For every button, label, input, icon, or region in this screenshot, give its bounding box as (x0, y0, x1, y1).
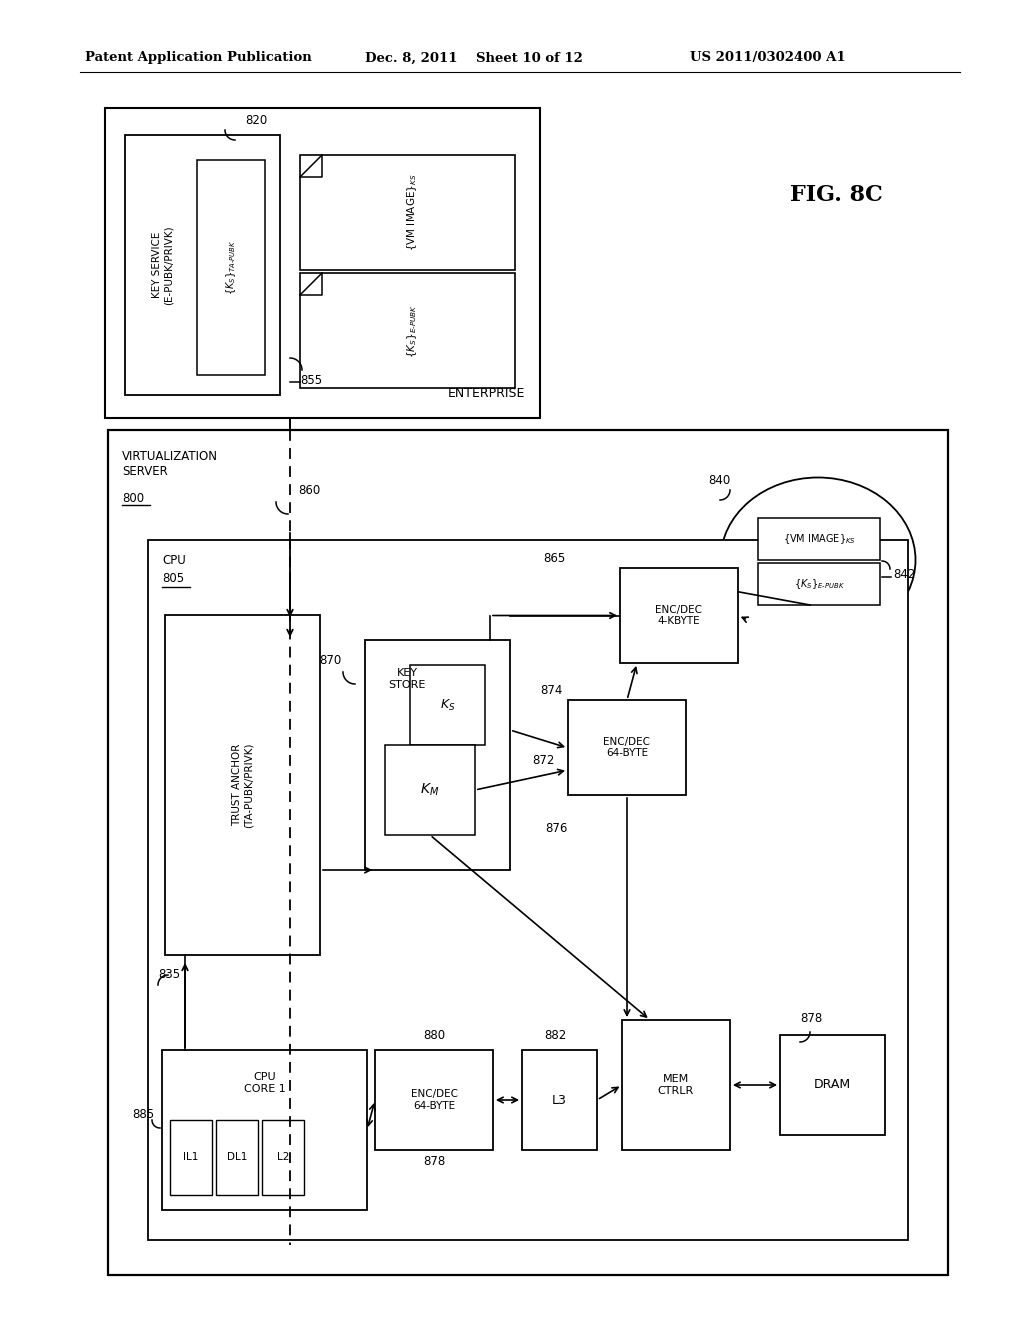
FancyBboxPatch shape (300, 273, 515, 388)
FancyBboxPatch shape (125, 135, 280, 395)
Text: 870: 870 (319, 653, 342, 667)
FancyBboxPatch shape (162, 1049, 367, 1210)
Ellipse shape (721, 478, 915, 643)
FancyBboxPatch shape (758, 564, 880, 605)
Text: US 2011/0302400 A1: US 2011/0302400 A1 (690, 51, 846, 65)
FancyBboxPatch shape (365, 640, 510, 870)
FancyBboxPatch shape (170, 1119, 212, 1195)
Text: $\{K_S\}_{E\text{-}PUBK}$: $\{K_S\}_{E\text{-}PUBK}$ (406, 304, 420, 358)
FancyBboxPatch shape (568, 700, 686, 795)
Text: MEM
CTRLR: MEM CTRLR (657, 1074, 694, 1096)
Text: CPU: CPU (162, 554, 185, 568)
Text: 860: 860 (298, 483, 321, 496)
Text: 880: 880 (423, 1030, 445, 1041)
Text: 800: 800 (122, 492, 144, 506)
Text: CPU
CORE 1: CPU CORE 1 (244, 1072, 286, 1093)
FancyBboxPatch shape (105, 108, 540, 418)
FancyBboxPatch shape (262, 1119, 304, 1195)
Text: 865: 865 (543, 552, 565, 565)
Text: VIRTUALIZATION
SERVER: VIRTUALIZATION SERVER (122, 450, 218, 478)
FancyBboxPatch shape (758, 517, 880, 560)
Text: KEY SERVICE
(E-PUBK/PRIVK): KEY SERVICE (E-PUBK/PRIVK) (153, 226, 174, 305)
Text: $\{K_S\}_{TA\text{-}PUBK}$: $\{K_S\}_{TA\text{-}PUBK}$ (224, 240, 238, 296)
Text: KEY
STORE: KEY STORE (388, 668, 426, 689)
Text: FIG. 8C: FIG. 8C (790, 183, 883, 206)
Text: 805: 805 (162, 572, 184, 585)
FancyBboxPatch shape (410, 665, 485, 744)
Text: 820: 820 (245, 114, 267, 127)
Text: Patent Application Publication: Patent Application Publication (85, 51, 311, 65)
Text: 874: 874 (540, 684, 562, 697)
FancyBboxPatch shape (108, 430, 948, 1275)
Text: $\{$VM IMAGE$\}_{KS}$: $\{$VM IMAGE$\}_{KS}$ (406, 174, 420, 251)
FancyBboxPatch shape (165, 615, 319, 954)
Text: 876: 876 (545, 821, 567, 834)
Text: 872: 872 (532, 754, 554, 767)
FancyBboxPatch shape (620, 568, 738, 663)
FancyBboxPatch shape (522, 1049, 597, 1150)
Text: ENC/DEC
64-BYTE: ENC/DEC 64-BYTE (603, 737, 650, 758)
Text: DL1: DL1 (226, 1152, 247, 1162)
Text: DRAM: DRAM (814, 1078, 851, 1092)
FancyBboxPatch shape (197, 160, 265, 375)
Text: 842: 842 (893, 569, 915, 582)
Text: 840: 840 (708, 474, 730, 487)
FancyBboxPatch shape (780, 1035, 885, 1135)
Text: L2: L2 (276, 1152, 289, 1162)
Text: $\{$VM IMAGE$\}_{KS}$: $\{$VM IMAGE$\}_{KS}$ (782, 532, 855, 546)
FancyBboxPatch shape (300, 154, 515, 271)
Text: 878: 878 (800, 1012, 822, 1026)
Text: TRUST ANCHOR
(TA-PUBK/PRIVK): TRUST ANCHOR (TA-PUBK/PRIVK) (231, 742, 253, 828)
Text: $\{K_S\}_{E\text{-}PUBK}$: $\{K_S\}_{E\text{-}PUBK}$ (794, 577, 845, 591)
FancyBboxPatch shape (385, 744, 475, 836)
Text: 878: 878 (423, 1155, 445, 1168)
Text: ENC/DEC
4-KBYTE: ENC/DEC 4-KBYTE (655, 605, 702, 626)
FancyBboxPatch shape (375, 1049, 493, 1150)
Text: 882: 882 (544, 1030, 566, 1041)
Text: Dec. 8, 2011    Sheet 10 of 12: Dec. 8, 2011 Sheet 10 of 12 (365, 51, 583, 65)
Text: L3: L3 (552, 1093, 567, 1106)
FancyBboxPatch shape (148, 540, 908, 1239)
Text: 885: 885 (132, 1109, 154, 1122)
FancyBboxPatch shape (622, 1020, 730, 1150)
Text: $K_M$: $K_M$ (421, 781, 439, 799)
Text: ENTERPRISE: ENTERPRISE (447, 387, 525, 400)
Text: 855: 855 (300, 374, 323, 387)
Text: IL1: IL1 (183, 1152, 199, 1162)
FancyBboxPatch shape (216, 1119, 258, 1195)
Text: ENC/DEC
64-BYTE: ENC/DEC 64-BYTE (411, 1089, 458, 1111)
Text: $K_S$: $K_S$ (439, 697, 456, 713)
Text: 835: 835 (158, 969, 180, 982)
